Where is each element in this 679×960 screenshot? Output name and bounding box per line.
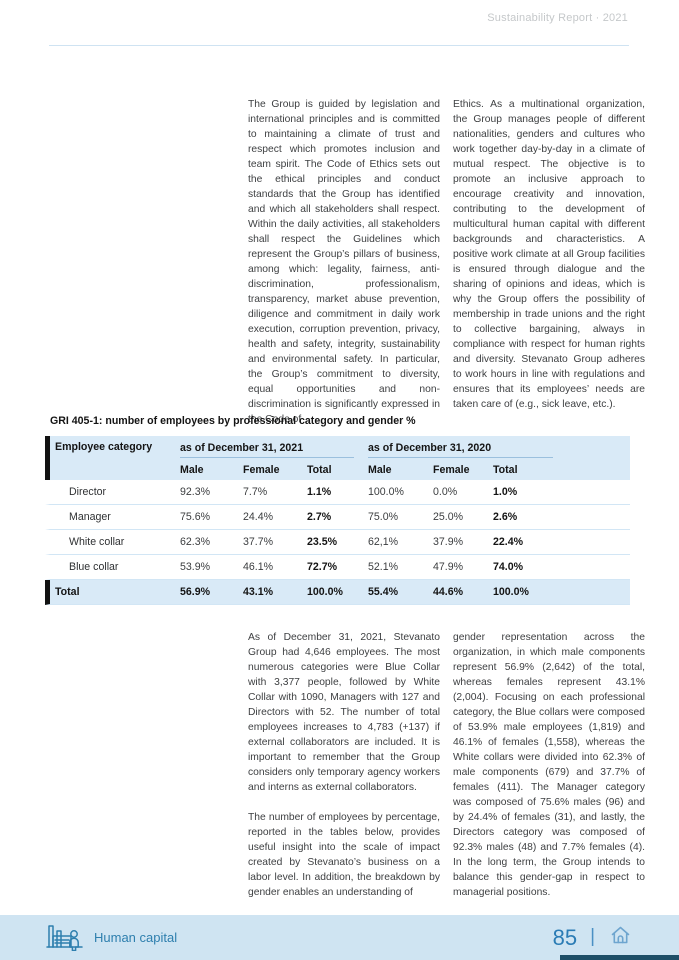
value-cell: 1.1% — [307, 486, 332, 498]
value-cell: 44.6% — [433, 586, 464, 598]
page-divider: | — [590, 925, 595, 947]
value-cell: 72.7% — [307, 561, 338, 573]
human-capital-icon — [44, 919, 84, 956]
value-cell: 0.0% — [433, 486, 458, 498]
table-row-manager: Manager 75.6% 24.4% 2.7% 75.0% 25.0% 2.6… — [45, 505, 630, 530]
category-cell: Manager — [69, 511, 111, 523]
value-cell: 62,1% — [368, 536, 399, 548]
value-cell: 2.6% — [493, 511, 518, 523]
intro-col1-paragraph: The Group is guided by legislation and i… — [248, 99, 440, 425]
page-number: 85 — [552, 924, 578, 950]
value-cell: 62.3% — [180, 536, 211, 548]
table-row-director: Director 92.3% 7.7% 1.1% 100.0% 0.0% 1.0… — [45, 480, 630, 505]
subheader-female-2021: Female — [243, 463, 280, 476]
value-cell: 100.0% — [493, 586, 529, 598]
value-cell: 37.9% — [433, 536, 464, 548]
footer-band: Human capital 85 | — [0, 915, 679, 960]
page-corner-accent — [560, 955, 679, 960]
value-cell: 56.9% — [180, 586, 211, 598]
value-cell: 43.1% — [243, 586, 274, 598]
value-cell: 7.7% — [243, 486, 268, 498]
column-group-2020: as of December 31, 2020 — [368, 442, 553, 458]
value-cell: 2.7% — [307, 511, 332, 523]
table-row-total: Total 56.9% 43.1% 100.0% 55.4% 44.6% 100… — [45, 580, 630, 605]
value-cell: 92.3% — [180, 486, 211, 498]
subheader-total-2021: Total — [307, 463, 332, 476]
value-cell: 25.0% — [433, 511, 464, 523]
value-cell: 55.4% — [368, 586, 399, 598]
column-header-category: Employee category — [55, 441, 153, 453]
value-cell: 75.0% — [368, 511, 399, 523]
subheader-total-2020: Total — [493, 463, 518, 476]
value-cell: 47.9% — [433, 561, 464, 573]
value-cell: 100.0% — [307, 586, 343, 598]
report-title: Sustainability Report · 2021 — [487, 12, 628, 24]
category-cell: Blue collar — [69, 561, 119, 573]
category-cell: White collar — [69, 536, 125, 548]
table-row-blue-collar: Blue collar 53.9% 46.1% 72.7% 52.1% 47.9… — [45, 555, 630, 580]
analysis-col1-paragraph-2: The number of employees by percentage, r… — [248, 812, 440, 898]
value-cell: 74.0% — [493, 561, 524, 573]
subheader-male-2021: Male — [180, 463, 204, 476]
category-cell: Total — [55, 586, 80, 598]
header-divider — [49, 45, 629, 46]
analysis-text-block: As of December 31, 2021, Stevanato Group… — [248, 630, 645, 900]
value-cell: 22.4% — [493, 536, 524, 548]
intro-col2-paragraph: Ethics. As a multinational organization,… — [453, 99, 645, 410]
value-cell: 1.0% — [493, 486, 518, 498]
analysis-col2-paragraph: gender representation across the organiz… — [453, 632, 645, 898]
value-cell: 24.4% — [243, 511, 274, 523]
table-row-white-collar: White collar 62.3% 37.7% 23.5% 62,1% 37.… — [45, 530, 630, 555]
value-cell: 46.1% — [243, 561, 274, 573]
value-cell: 23.5% — [307, 536, 338, 548]
column-group-2021: as of December 31, 2021 — [180, 442, 354, 458]
category-cell: Director — [69, 486, 107, 498]
value-cell: 37.7% — [243, 536, 274, 548]
intro-text-block: The Group is guided by legislation and i… — [248, 97, 645, 427]
table-header: Employee category as of December 31, 202… — [45, 436, 630, 480]
gri-405-1-table: GRI 405-1: number of employees by profes… — [45, 415, 630, 605]
value-cell: 100.0% — [368, 486, 404, 498]
subheader-female-2020: Female — [433, 463, 470, 476]
subheader-male-2020: Male — [368, 463, 392, 476]
analysis-col1-paragraph-1: As of December 31, 2021, Stevanato Group… — [248, 632, 440, 793]
value-cell: 52.1% — [368, 561, 399, 573]
section-label: Human capital — [94, 930, 178, 945]
value-cell: 53.9% — [180, 561, 211, 573]
home-icon[interactable] — [608, 923, 633, 952]
table-title: GRI 405-1: number of employees by profes… — [50, 415, 416, 427]
value-cell: 75.6% — [180, 511, 211, 523]
